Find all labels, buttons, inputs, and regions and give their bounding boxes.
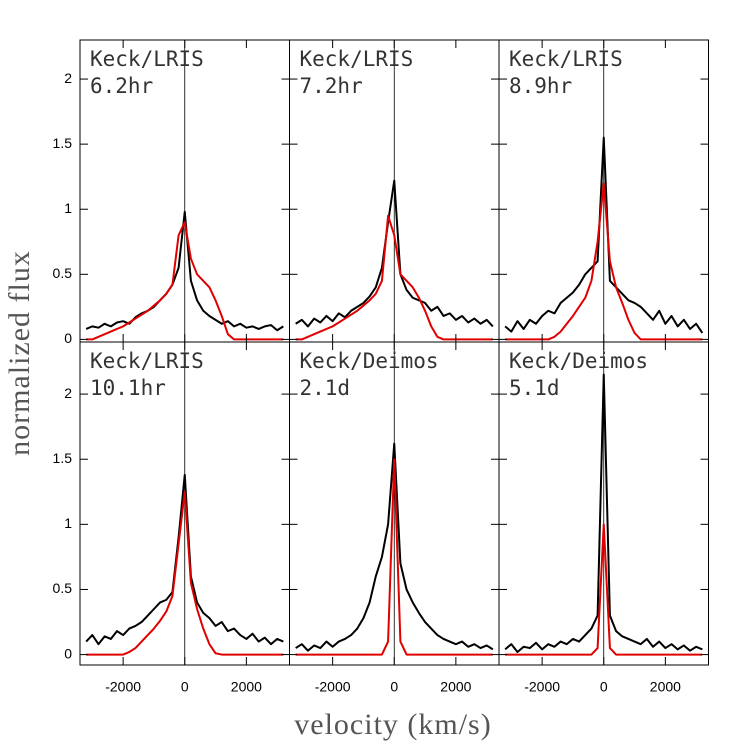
panel-title: Keck/LRIS <box>90 349 204 373</box>
spectrum-line <box>85 473 284 646</box>
panel <box>504 342 703 665</box>
panel-title: Keck/Deimos <box>300 349 439 373</box>
y-tick-label: 1 <box>64 200 72 216</box>
panel <box>295 40 494 342</box>
panel-subtitle: 2.1d <box>300 376 351 400</box>
spectrum-line <box>86 221 284 341</box>
x-tick-label: 0 <box>390 679 398 695</box>
y-tick-label: 2 <box>64 70 72 86</box>
panel-subtitle: 6.2hr <box>90 74 153 98</box>
x-tick-label: 2000 <box>650 679 681 695</box>
panel-subtitle: 7.2hr <box>300 74 363 98</box>
panel-title: Keck/LRIS <box>300 47 414 71</box>
panel-subtitle: 5.1d <box>509 376 560 400</box>
x-tick-label: 2000 <box>440 679 471 695</box>
panel-title: Keck/LRIS <box>509 47 623 71</box>
panel <box>85 342 284 665</box>
spectrum-line <box>504 136 704 334</box>
y-tick-label: 1 <box>64 515 72 531</box>
spectrum-line <box>505 182 703 341</box>
x-tick-label: -2000 <box>105 679 141 695</box>
x-tick-label: -2000 <box>524 679 560 695</box>
y-tick-label: 1.5 <box>53 135 73 151</box>
panel <box>504 40 704 342</box>
x-tick-label: 2000 <box>231 679 262 695</box>
spectrum-line <box>86 490 284 656</box>
spectrum-line <box>295 442 494 652</box>
panel-subtitle: 10.1hr <box>90 376 166 400</box>
panel-title: Keck/Deimos <box>509 349 648 373</box>
y-tick-label: 0 <box>64 330 72 346</box>
spectrum-line <box>504 373 703 653</box>
y-axis-label: normalized flux <box>3 250 36 456</box>
y-tick-label: 0.5 <box>53 580 73 596</box>
panel <box>295 342 494 665</box>
spectrum-line <box>295 458 493 656</box>
y-tick-label: 0.5 <box>53 265 73 281</box>
y-tick-label: 1.5 <box>53 450 73 466</box>
panel-title: Keck/LRIS <box>90 47 204 71</box>
y-tick-label: 0 <box>64 645 72 661</box>
spectrum-line <box>505 523 703 656</box>
panel-subtitle: 8.9hr <box>509 74 572 98</box>
spectrum-line <box>295 179 494 328</box>
spectrum-line <box>85 210 284 332</box>
panel <box>85 40 284 342</box>
x-tick-label: 0 <box>600 679 608 695</box>
x-tick-label: -2000 <box>315 679 351 695</box>
x-axis-label: velocity (km/s) <box>294 708 491 741</box>
y-tick-label: 2 <box>64 385 72 401</box>
x-tick-label: 0 <box>181 679 189 695</box>
spectrum-line <box>295 214 493 341</box>
